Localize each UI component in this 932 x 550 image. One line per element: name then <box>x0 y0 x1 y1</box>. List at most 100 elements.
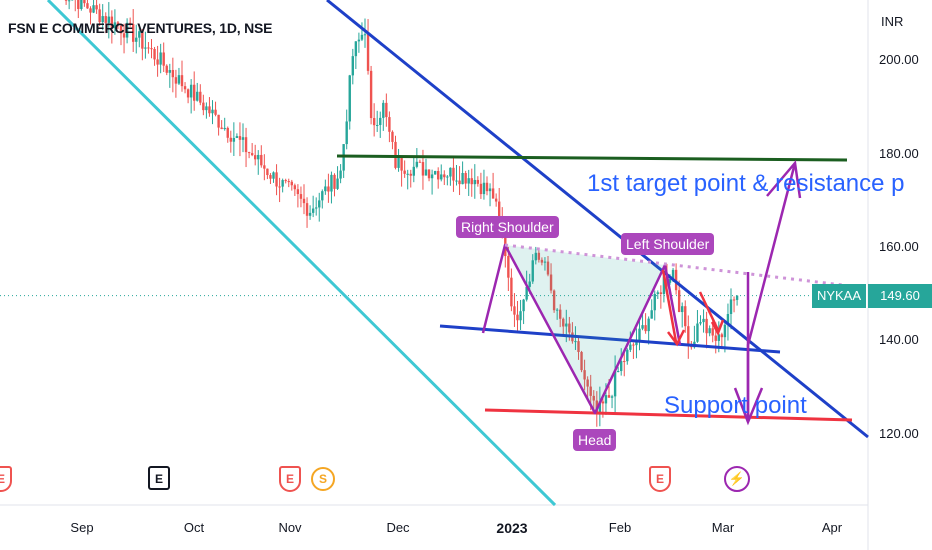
candle-body <box>641 325 644 329</box>
candle-body <box>446 176 449 178</box>
candle-body <box>135 37 138 42</box>
candle-body <box>586 379 589 387</box>
candle-body <box>479 183 483 195</box>
candle-body <box>168 70 171 73</box>
earnings-event-icon[interactable]: E <box>279 466 301 492</box>
candle-body <box>424 169 428 176</box>
candle-body <box>629 344 632 350</box>
candle-body <box>488 188 492 192</box>
candle-body <box>708 328 711 334</box>
candle-body <box>260 154 263 166</box>
y-tick-label: 160.00 <box>879 239 919 254</box>
pattern-zigzag <box>481 243 682 415</box>
candle-body <box>632 344 635 346</box>
candle-body <box>360 34 364 40</box>
candle-body <box>723 324 727 338</box>
candle-body <box>388 117 391 132</box>
y-tick-label: 200.00 <box>879 52 919 67</box>
target-annotation[interactable]: 1st target point & resistance p <box>587 170 905 197</box>
candle-body <box>92 5 95 13</box>
candle-body <box>247 152 251 154</box>
candle-body <box>311 208 315 213</box>
earnings-event-icon[interactable]: E <box>649 466 671 492</box>
candle-body <box>113 22 117 29</box>
candle-body <box>269 175 272 179</box>
candle-body <box>687 326 690 345</box>
candle-body <box>86 3 89 9</box>
candle-body <box>433 171 437 175</box>
candle-body <box>104 16 107 23</box>
pattern-fill <box>505 245 665 413</box>
candle-body <box>180 75 184 87</box>
candle-body <box>208 106 211 114</box>
candle-body <box>668 279 672 283</box>
candle-body <box>498 201 501 220</box>
candle-body <box>696 323 699 342</box>
candle-body <box>318 200 321 208</box>
candle-body <box>534 252 537 261</box>
y-tick-label: 120.00 <box>879 426 919 441</box>
candle-body <box>513 306 516 315</box>
candle-body <box>339 170 342 179</box>
candle-body <box>299 194 303 199</box>
flash-event-icon[interactable]: ⚡ <box>724 466 750 492</box>
candle-body <box>421 162 425 176</box>
earnings-event-icon[interactable]: E <box>148 466 170 490</box>
candle-body <box>516 314 519 321</box>
split-event-icon[interactable]: S <box>311 467 335 491</box>
candle-body <box>205 106 208 111</box>
candle-body <box>345 121 348 145</box>
candle-body <box>64 0 68 1</box>
candle-body <box>290 181 293 186</box>
candle-body <box>616 371 620 373</box>
pullback-arrow <box>698 291 720 331</box>
candle-body <box>626 349 629 362</box>
candle-body <box>308 212 312 216</box>
candle-body <box>357 39 361 42</box>
candle-body <box>223 127 226 130</box>
candle-body <box>153 48 156 60</box>
candle-body <box>171 70 175 78</box>
candle-body <box>211 109 214 114</box>
candle-body <box>662 276 666 294</box>
candle-body <box>555 309 559 311</box>
candle-body <box>238 136 242 140</box>
candle-body <box>671 269 675 280</box>
candle-body <box>302 198 306 204</box>
candle-body <box>266 168 269 176</box>
left-shoulder-label[interactable]: Left Shoulder <box>621 233 715 255</box>
candle-body <box>464 172 467 184</box>
candle-body <box>598 401 602 415</box>
support-annotation[interactable]: Support point <box>664 392 807 419</box>
right-shoulder-label[interactable]: Right Shoulder <box>456 216 559 238</box>
candle-body <box>214 109 217 115</box>
candle-body <box>735 295 739 300</box>
candle-body <box>369 70 373 119</box>
candle-body <box>583 370 586 380</box>
candle-body <box>406 173 409 175</box>
candle-body <box>699 322 702 324</box>
candle-body <box>681 306 684 313</box>
candle-body <box>372 118 376 126</box>
candle-body <box>141 31 144 49</box>
candle-body <box>702 318 705 323</box>
candle-body <box>394 141 397 168</box>
candle-body <box>275 172 278 187</box>
candle-body <box>217 114 220 128</box>
support-line <box>484 408 853 422</box>
x-tick-label: Mar <box>711 520 735 535</box>
x-tick-label: Nov <box>278 520 302 535</box>
candle-body <box>440 174 443 180</box>
candle-body <box>620 361 623 372</box>
candle-body <box>128 22 132 25</box>
candle-body <box>638 328 641 342</box>
candle-body <box>174 77 178 84</box>
candle-body <box>327 186 330 192</box>
candle-body <box>324 186 327 192</box>
candle-body <box>574 341 577 343</box>
candle-body <box>485 182 489 192</box>
candle-body <box>281 180 284 187</box>
candle-body <box>196 91 199 101</box>
head-label[interactable]: Head <box>573 429 617 451</box>
